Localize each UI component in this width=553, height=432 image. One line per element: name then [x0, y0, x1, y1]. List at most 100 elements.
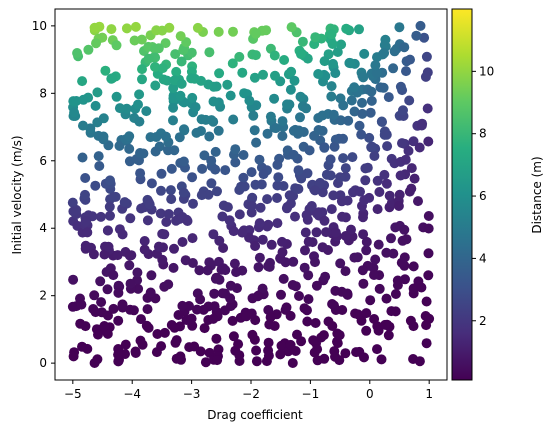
scatter-point	[192, 305, 202, 315]
scatter-point	[143, 304, 153, 314]
scatter-point	[179, 157, 189, 167]
scatter-point	[263, 129, 273, 139]
scatter-point	[413, 196, 423, 206]
scatter-point	[167, 164, 177, 174]
colorbar-tick-label: 4	[479, 251, 487, 265]
scatter-point	[104, 242, 114, 252]
scatter-point	[196, 346, 206, 356]
y-tick-label: 4	[39, 221, 47, 235]
scatter-point	[318, 111, 328, 121]
scatter-point	[90, 181, 100, 191]
scatter-point	[100, 66, 110, 76]
scatter-point	[327, 204, 337, 214]
scatter-point	[204, 132, 214, 142]
scatter-point	[335, 172, 345, 182]
y-tick-label: 6	[39, 154, 47, 168]
scatter-point	[226, 91, 236, 101]
scatter-point	[171, 67, 181, 77]
scatter-point	[313, 69, 323, 79]
scatter-point	[201, 115, 211, 125]
scatter-point	[177, 79, 187, 89]
scatter-point	[68, 275, 78, 285]
colorbar-tick-label: 6	[479, 189, 487, 203]
scatter-point	[164, 209, 174, 219]
scatter-point	[300, 245, 310, 255]
colorbar: 246810	[452, 9, 494, 380]
scatter-point	[151, 25, 161, 35]
y-tick-label: 2	[39, 289, 47, 303]
scatter-point	[184, 342, 194, 352]
scatter-point	[234, 350, 244, 360]
scatter-point	[77, 76, 87, 86]
scatter-point	[209, 289, 219, 299]
scatter-point	[320, 56, 330, 66]
scatter-point	[402, 234, 412, 244]
scatter-point	[319, 354, 329, 364]
scatter-point	[286, 85, 296, 95]
scatter-point	[247, 201, 257, 211]
scatter-point	[363, 163, 373, 173]
scatter-point	[410, 174, 420, 184]
scatter-point	[312, 227, 322, 237]
scatter-point	[231, 267, 241, 277]
scatter-point	[235, 209, 245, 219]
scatter-point	[220, 265, 230, 275]
scatter-point	[370, 255, 380, 265]
scatter-point	[226, 281, 236, 291]
scatter-point	[211, 334, 221, 344]
scatter-point	[178, 237, 188, 247]
scatter-point	[191, 102, 201, 112]
scatter-point	[122, 23, 132, 33]
scatter-point	[307, 201, 317, 211]
scatter-point	[361, 326, 371, 336]
scatter-point	[327, 321, 337, 331]
scatter-point	[382, 294, 392, 304]
scatter-point	[144, 54, 154, 64]
scatter-point	[286, 311, 296, 321]
scatter-point	[347, 152, 357, 162]
scatter-point	[187, 172, 197, 182]
scatter-point	[358, 212, 368, 222]
colorbar-tick-label: 8	[479, 127, 487, 141]
scatter-point	[204, 47, 214, 57]
scatter-point	[68, 206, 78, 216]
scatter-point	[304, 294, 314, 304]
scatter-point	[188, 199, 198, 209]
scatter-point	[302, 305, 312, 315]
scatter-point	[382, 179, 392, 189]
scatter-point	[338, 134, 348, 144]
scatter-point	[365, 295, 375, 305]
scatter-point	[318, 242, 328, 252]
scatter-point	[151, 147, 161, 157]
scatter-point	[319, 143, 329, 153]
scatter-point	[120, 197, 130, 207]
colorbar-tick-label: 10	[479, 64, 494, 78]
scatter-point	[359, 49, 369, 59]
scatter-point	[424, 211, 434, 221]
colorbar-ticks: 246810	[472, 64, 494, 327]
scatter-point	[424, 224, 434, 234]
scatter-point	[382, 141, 392, 151]
x-tick-label: −5	[64, 387, 82, 401]
scatter-point	[398, 105, 408, 115]
scatter-point	[229, 226, 239, 236]
scatter-point	[357, 109, 367, 119]
scatter-point	[183, 216, 193, 226]
scatter-point	[356, 130, 366, 140]
scatter-point	[285, 190, 295, 200]
scatter-point	[234, 52, 244, 62]
scatter-point	[121, 340, 131, 350]
plot-area: −5 −4 −3 −2 −1 0 1 0246810	[32, 9, 447, 401]
scatter-point	[293, 184, 303, 194]
scatter-point	[200, 323, 210, 333]
scatter-point	[379, 48, 389, 58]
scatter-point	[276, 290, 286, 300]
scatter-point	[250, 125, 260, 135]
scatter-point	[179, 188, 189, 198]
scatter-point	[263, 261, 273, 271]
scatter-point	[145, 199, 155, 209]
scatter-point	[197, 164, 207, 174]
scatter-point	[228, 115, 238, 125]
scatter-point	[282, 302, 292, 312]
scatter-point	[337, 287, 347, 297]
